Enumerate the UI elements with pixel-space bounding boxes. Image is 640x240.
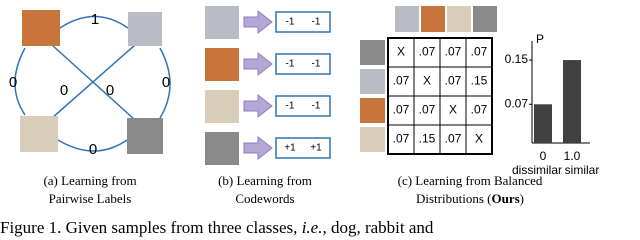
matrix-value: .15: [471, 74, 488, 88]
codeword-box: [275, 11, 331, 33]
husky-image: [128, 12, 162, 46]
rabbit-image: [127, 118, 163, 154]
edge: [51, 44, 136, 121]
matrix-value: .07: [393, 132, 410, 146]
animal-image: [360, 127, 385, 152]
matrix-value: .07: [419, 103, 436, 117]
caption: (c) Learning from Balanced: [398, 173, 543, 188]
caption-part: ): [520, 191, 524, 206]
panel-a: [14, 15, 171, 152]
edge: [57, 139, 128, 152]
caption-italic: i.e.: [302, 218, 323, 237]
bar: [534, 104, 552, 143]
bar: [563, 60, 581, 143]
animal-image: [205, 90, 239, 123]
matrix-value: .07: [471, 45, 488, 59]
matrix-value: .07: [445, 132, 462, 146]
code-bit: -1: [312, 59, 321, 70]
caption-part: Distributions (: [416, 191, 491, 206]
matrix-value: X: [397, 45, 405, 59]
category-name: dissimilar: [512, 163, 562, 177]
animal-image: [360, 98, 385, 123]
edge-label: 0: [89, 141, 97, 158]
animal-image: [205, 48, 239, 81]
matrix-value: .07: [471, 103, 488, 117]
edge-label: 1: [91, 11, 99, 28]
animal-image: [473, 6, 497, 32]
code-bit: -1: [312, 17, 321, 28]
caption: Distributions (Ours): [416, 191, 524, 206]
code-bit: -1: [312, 101, 321, 112]
arrow: [243, 51, 273, 77]
caption: Pairwise Labels: [49, 191, 132, 206]
codeword-box: [275, 137, 331, 159]
code-bit: +1: [310, 143, 322, 154]
animal-image: [360, 69, 385, 94]
caption-bold: Ours: [491, 191, 519, 206]
caption-part: , dog, rabbit and: [322, 218, 433, 237]
code-bit: -1: [286, 17, 295, 28]
codeword-box: [275, 53, 331, 75]
code-bit: -1: [286, 101, 295, 112]
arrow: [243, 9, 273, 35]
animal-image: [360, 40, 385, 65]
edge: [51, 44, 136, 119]
y-tick-label: 0.15: [505, 52, 529, 66]
animal-image: [447, 6, 471, 32]
matrix-border: [387, 37, 493, 155]
matrix-value: .07: [445, 74, 462, 88]
animal-image: [205, 132, 239, 165]
code-bit: +1: [284, 143, 296, 154]
edge: [159, 47, 171, 119]
x-tick-label: 1.0: [564, 149, 581, 163]
matrix-value: X: [423, 74, 431, 88]
matrix-cell: [439, 95, 467, 126]
edge: [14, 47, 26, 116]
matrix-cell: [465, 124, 493, 155]
caption: (a) Learning from: [43, 173, 136, 188]
matrix-value: X: [449, 103, 457, 117]
category-name: similar: [565, 163, 600, 177]
animal-image: [395, 6, 419, 32]
matrix-value: .15: [419, 132, 436, 146]
codeword-box: [275, 95, 331, 117]
panel-b: -1 -1 -1 -1 -1 -1 +1 +1: [205, 6, 331, 165]
animal-image: [205, 6, 239, 39]
panel-c: X .07 .07 .07 .07 X .07 .15 .07 .07 X .07 .07 .15 .07 X…: [360, 6, 599, 177]
edge-label: 0: [60, 82, 68, 99]
animal-image: [421, 6, 445, 32]
matrix-value: .07: [393, 103, 410, 117]
caption: (b) Learning from: [218, 173, 312, 188]
x-tick-label: 0: [540, 149, 547, 163]
edge-label: 0: [162, 74, 170, 91]
matrix-cell: [439, 66, 467, 97]
figure-caption: Figure 1. Given samples from three class…: [0, 218, 434, 237]
dog-image: [22, 10, 60, 46]
matrix-value: .07: [393, 74, 410, 88]
matrix-value: .07: [445, 45, 462, 59]
edge: [59, 15, 129, 29]
caption-part: Figure 1. Given samples from three class…: [0, 218, 302, 237]
edge-label: 0: [106, 82, 114, 99]
matrix-value: X: [475, 132, 483, 146]
caption: Codewords: [235, 191, 294, 206]
y-tick-label: 0.07: [505, 96, 529, 110]
code-bit: -1: [286, 59, 295, 70]
matrix-value: .07: [419, 45, 436, 59]
y-axis-label: P: [536, 32, 544, 46]
arrow: [243, 135, 273, 161]
arrow: [243, 93, 273, 119]
kitten-image: [20, 116, 58, 152]
edge-label: 0: [9, 74, 17, 91]
